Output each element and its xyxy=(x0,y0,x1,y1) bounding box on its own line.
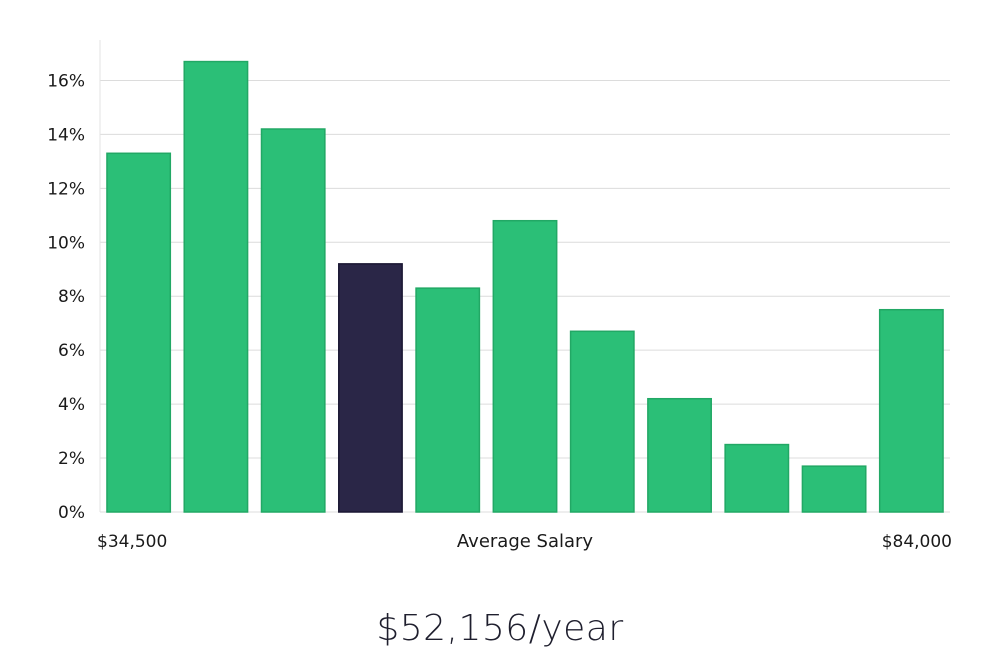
bar xyxy=(724,443,790,513)
bar xyxy=(878,308,944,513)
bar xyxy=(183,60,249,513)
x-axis-label: Average Salary xyxy=(457,531,594,552)
salary-distribution-chart: 0% 2% 4% 6% 8% 10% 12% 14% 16% $34,500 Average S… xyxy=(47,40,952,552)
bar xyxy=(492,219,558,513)
bar xyxy=(647,397,712,513)
bar-highlighted xyxy=(338,263,403,513)
x-axis-max-label: $84,000 xyxy=(882,532,952,552)
y-tick-label: 16% xyxy=(47,71,85,91)
x-axis-min-label: $34,500 xyxy=(97,532,167,552)
y-tick-label: 2% xyxy=(58,449,85,469)
y-tick-label: 4% xyxy=(58,395,85,415)
y-tick-label: 12% xyxy=(47,179,85,199)
y-axis-ticks: 0% 2% 4% 6% 8% 10% 12% 14% 16% xyxy=(47,71,85,523)
bar xyxy=(260,128,326,513)
y-tick-label: 0% xyxy=(58,503,85,523)
y-tick-label: 6% xyxy=(58,341,85,361)
chart-bars xyxy=(106,60,944,513)
y-tick-label: 10% xyxy=(47,233,85,253)
bar xyxy=(801,465,867,513)
average-salary-value: $52,156/year xyxy=(376,608,624,649)
y-tick-label: 14% xyxy=(47,125,85,145)
bar xyxy=(569,330,635,513)
bar xyxy=(415,287,481,513)
bar xyxy=(106,152,172,513)
y-tick-label: 8% xyxy=(58,287,85,307)
